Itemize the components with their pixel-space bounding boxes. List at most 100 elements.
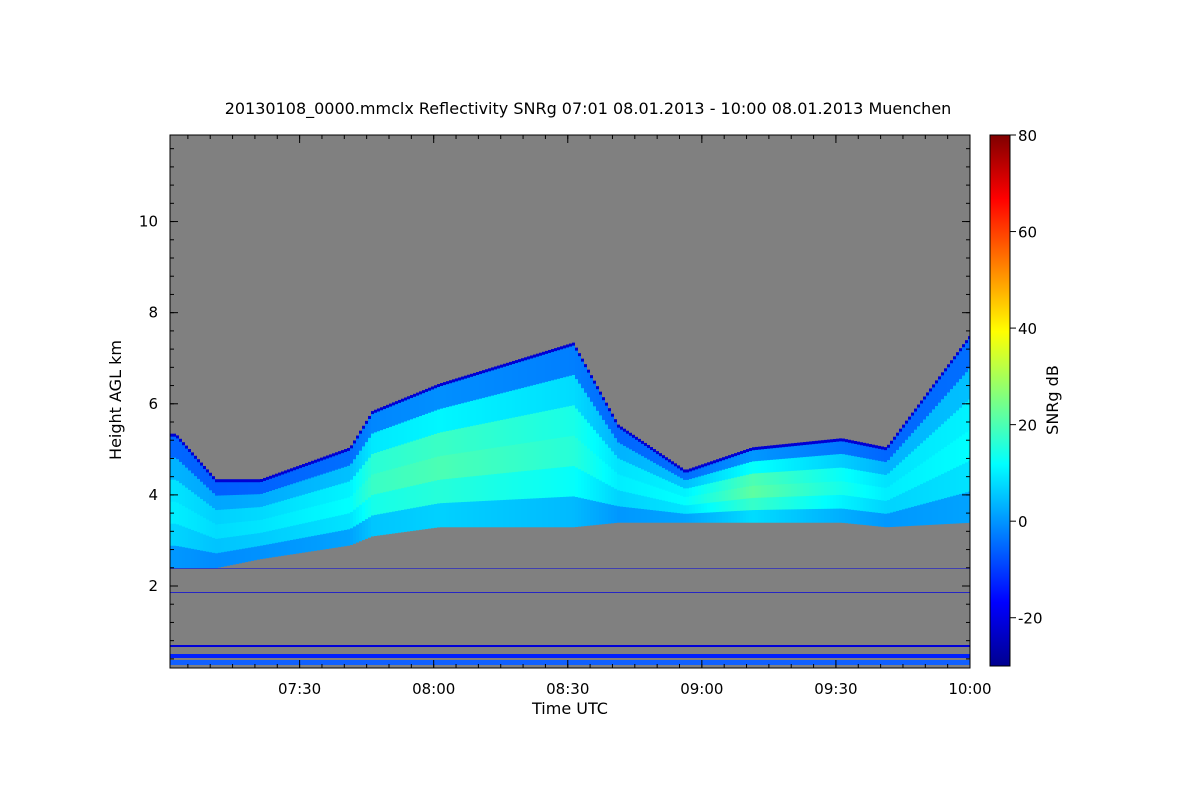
echo-cell [815,482,818,497]
echo-cell [242,481,245,496]
echo-cell [203,467,206,486]
echo-cell [173,435,176,459]
echo-cell [887,446,890,461]
echo-edge [290,468,293,472]
echo-cell [620,506,623,523]
echo-cell [311,506,314,522]
echo-edge [794,442,797,446]
echo-cell [422,483,425,507]
echo-cell [749,450,752,463]
echo-cell [383,429,386,451]
echo-cell [563,466,566,498]
echo-edge [869,444,872,448]
echo-edge [614,419,617,423]
echo-cell [695,504,698,514]
echo-cell [443,384,446,409]
echo-cell [245,548,248,563]
echo-cell [842,467,845,482]
echo-cell [404,399,407,422]
echo-cell [626,477,629,493]
echo-cell [521,443,524,472]
echo-edge [329,454,332,458]
echo-cell [746,451,749,464]
echo-cell [953,495,956,524]
echo-cell [245,521,248,536]
echo-cell [335,485,338,502]
echo-cell [323,533,326,550]
echo-cell [647,459,650,473]
colorbar-tick-label: -20 [1018,610,1043,628]
echo-cell [791,458,794,472]
echo-cell [530,470,533,500]
echo-cell [962,463,965,494]
echo-cell [242,508,245,523]
echo-cell [398,510,401,533]
echo-cell [800,509,803,523]
echo-cell [731,456,734,468]
echo-cell [221,481,224,496]
echo-cell [479,424,482,451]
echo-cell [902,476,905,494]
echo-edge [179,438,182,442]
echo-cell [341,467,344,484]
echo-cell [941,374,944,400]
x-tick-label: 08:30 [546,680,589,698]
echo-cell [740,487,743,500]
echo-cell [848,482,851,497]
echo-cell [317,475,320,491]
echo-cell [614,454,617,473]
echo-cell [806,496,809,510]
echo-cell [545,352,548,383]
echo-cell [398,445,401,468]
echo-edge [404,397,407,401]
echo-cell [305,522,308,538]
echo-cell [788,509,791,523]
echo-edge [371,411,374,415]
echo-cell [785,458,788,472]
echo-cell [326,502,329,519]
echo-cell [311,477,314,493]
echo-cell [878,460,881,475]
echo-cell [917,505,920,526]
echo-cell [656,510,659,523]
echo-cell [197,514,200,533]
echo-cell [392,511,395,534]
echo-cell [245,534,248,549]
echo-cell [959,407,962,438]
echo-cell [734,499,737,512]
echo-cell [665,469,668,481]
echo-cell [455,429,458,455]
echo-cell [422,437,425,462]
echo-cell [545,439,548,470]
echo-cell [860,470,863,485]
echo-edge [284,470,287,474]
echo-edge [227,479,230,483]
echo-cell [416,507,419,531]
echo-cell [569,496,572,528]
echo-cell [407,398,410,421]
echo-cell [929,390,932,414]
echo-cell [659,511,662,523]
echo-cell [626,492,629,508]
echo-cell [590,475,593,501]
echo-cell [179,525,182,548]
echo-edge [854,440,857,444]
echo-cell [455,453,458,479]
echo-cell [962,434,965,465]
echo-cell [371,515,374,537]
echo-cell [395,489,398,512]
echo-cell [464,452,467,478]
echo-cell [782,496,785,511]
echo-cell [356,489,359,508]
echo-cell [452,502,455,528]
echo-cell [887,473,890,488]
echo-cell [758,460,761,474]
echo-cell [434,387,437,412]
echo-cell [740,464,743,477]
echo-cell [527,386,530,416]
echo-cell [344,466,347,484]
echo-cell [929,479,932,503]
echo-cell [638,454,641,469]
echo-cell [665,501,668,513]
echo-cell [671,463,674,474]
